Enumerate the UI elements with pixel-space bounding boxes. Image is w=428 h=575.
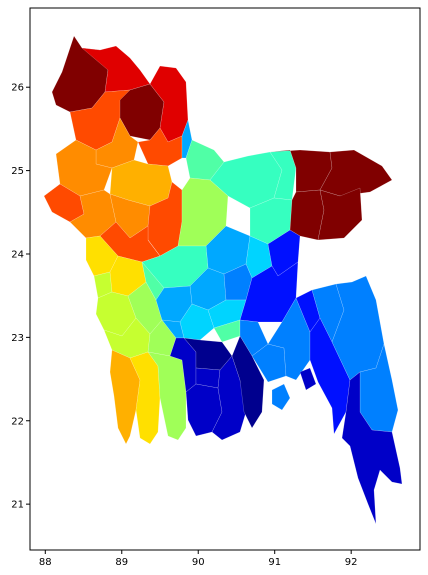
x-axis: 88 89 90 91 92 (39, 550, 358, 568)
region-chittagong (309, 317, 351, 435)
region-comilla (239, 261, 299, 323)
region-joypurhat (95, 117, 139, 169)
y-tick-label: 26 (11, 83, 24, 94)
region-sandwip-island (299, 367, 317, 391)
y-tick-label: 25 (11, 166, 24, 177)
y-tick-label: 23 (11, 333, 24, 344)
x-tick-label: 92 (345, 557, 358, 568)
y-axis: 26 25 24 23 22 21 (11, 83, 30, 511)
region-bhola (231, 335, 265, 429)
axes-frame (29, 7, 421, 551)
region-sylhet (319, 149, 393, 197)
y-tick-label: 22 (11, 416, 24, 427)
region-moulvibazar (317, 187, 363, 241)
region-thakurgaon (81, 45, 151, 93)
x-tick-label: 88 (39, 557, 52, 568)
y-tick-label: 24 (11, 249, 24, 260)
y-tick-label: 21 (11, 500, 24, 511)
region-hatiya-island (271, 383, 291, 411)
region-coxs-bazar (341, 371, 403, 525)
region-patuakhali (211, 355, 247, 441)
region-habiganj (289, 189, 325, 241)
x-tick-label: 89 (115, 557, 128, 568)
x-tick-label: 91 (268, 557, 281, 568)
x-tick-label: 90 (192, 557, 205, 568)
region-chandpur (239, 319, 269, 357)
district-regions (43, 35, 403, 525)
